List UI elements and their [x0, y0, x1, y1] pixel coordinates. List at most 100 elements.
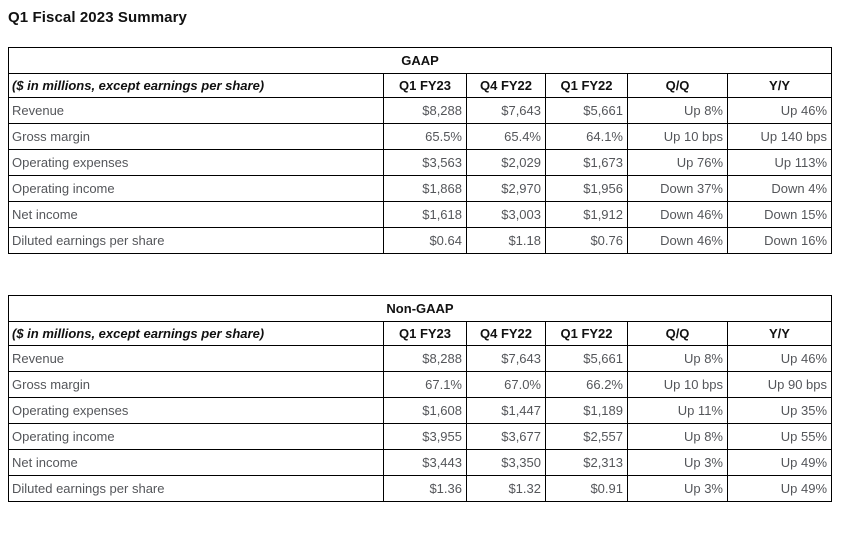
value-cell: Up 90 bps [726, 371, 833, 398]
column-header: Q/Q [627, 73, 728, 98]
value-cell: Up 10 bps [627, 371, 728, 398]
non-gaap-table: Non-GAAP ($ in millions, except earnings… [7, 295, 833, 502]
column-header-row: ($ in millions, except earnings per shar… [8, 321, 833, 346]
value-cell: $8,288 [383, 97, 467, 124]
column-header: Q1 FY22 [545, 73, 628, 98]
gaap-table: GAAP ($ in millions, except earnings per… [7, 47, 833, 254]
table-row: Diluted earnings per share $0.64 $1.18 $0.7… [8, 227, 833, 254]
group-header-row: GAAP [7, 47, 833, 74]
non-gaap-table-body: Revenue $8,288 $7,643 $5,661 Up 8% Up 46% Gros… [8, 345, 833, 502]
row-label: Revenue [8, 345, 384, 372]
row-label: Operating income [8, 423, 384, 450]
value-cell: $3,955 [383, 423, 467, 450]
value-cell: Up 46% [726, 345, 833, 372]
value-cell: Up 46% [726, 97, 833, 124]
table-row: Gross margin 65.5% 65.4% 64.1% Up 10 bps Up 1… [8, 123, 833, 150]
table-row: Gross margin 67.1% 67.0% 66.2% Up 10 bps Up 9… [8, 371, 833, 398]
table-row: Revenue $8,288 $7,643 $5,661 Up 8% Up 46% [8, 97, 833, 124]
value-cell: 66.2% [545, 371, 628, 398]
value-cell: $7,643 [466, 345, 546, 372]
page-title: Q1 Fiscal 2023 Summary [8, 9, 187, 26]
row-label: Gross margin [8, 371, 384, 398]
column-header: Q1 FY22 [545, 321, 628, 346]
value-cell: $3,350 [466, 449, 546, 476]
unit-note: ($ in millions, except earnings per shar… [8, 73, 384, 98]
table-group-header: Non-GAAP [7, 295, 833, 322]
row-label: Revenue [8, 97, 384, 124]
group-header-row: Non-GAAP [7, 295, 833, 322]
table-row: Diluted earnings per share $1.36 $1.32 $0.9… [8, 475, 833, 502]
value-cell: $2,029 [466, 149, 546, 176]
value-cell: Up 140 bps [726, 123, 833, 150]
value-cell: $1,618 [383, 201, 467, 228]
column-header: Q4 FY22 [466, 73, 546, 98]
value-cell: Down 4% [726, 175, 833, 202]
value-cell: 65.4% [466, 123, 546, 150]
table-row: Operating expenses $3,563 $2,029 $1,673 Up 7… [8, 149, 833, 176]
table-row: Revenue $8,288 $7,643 $5,661 Up 8% Up 46% [8, 345, 833, 372]
value-cell: Up 8% [627, 97, 728, 124]
value-cell: Up 49% [726, 449, 833, 476]
table-row: Operating income $1,868 $2,970 $1,956 Down 3… [8, 175, 833, 202]
value-cell: Down 37% [627, 175, 728, 202]
value-cell: 65.5% [383, 123, 467, 150]
value-cell: 67.1% [383, 371, 467, 398]
row-label: Net income [8, 449, 384, 476]
column-header: Q/Q [627, 321, 728, 346]
value-cell: Down 15% [726, 201, 833, 228]
value-cell: Down 16% [726, 227, 833, 254]
value-cell: $1.18 [466, 227, 546, 254]
column-header: Q1 FY23 [383, 321, 467, 346]
value-cell: $1,608 [383, 397, 467, 424]
value-cell: Up 3% [627, 475, 728, 502]
value-cell: $0.76 [545, 227, 628, 254]
value-cell: Up 8% [627, 423, 728, 450]
value-cell: $0.64 [383, 227, 467, 254]
unit-note: ($ in millions, except earnings per shar… [8, 321, 384, 346]
table-row: Net income $3,443 $3,350 $2,313 Up 3% Up 49% [8, 449, 833, 476]
value-cell: $1,912 [545, 201, 628, 228]
value-cell: $8,288 [383, 345, 467, 372]
value-cell: $2,970 [466, 175, 546, 202]
column-header: Y/Y [726, 73, 833, 98]
value-cell: $1,956 [545, 175, 628, 202]
value-cell: Up 3% [627, 449, 728, 476]
column-header-row: ($ in millions, except earnings per shar… [8, 73, 833, 98]
row-label: Diluted earnings per share [8, 227, 384, 254]
value-cell: $3,677 [466, 423, 546, 450]
value-cell: $3,443 [383, 449, 467, 476]
value-cell: $5,661 [545, 345, 628, 372]
table-row: Net income $1,618 $3,003 $1,912 Down 46% Down… [8, 201, 833, 228]
table-row: Operating expenses $1,608 $1,447 $1,189 Up 1… [8, 397, 833, 424]
value-cell: Up 11% [627, 397, 728, 424]
value-cell: Down 46% [627, 227, 728, 254]
row-label: Net income [8, 201, 384, 228]
value-cell: $1,189 [545, 397, 628, 424]
row-label: Operating expenses [8, 397, 384, 424]
gaap-table-body: Revenue $8,288 $7,643 $5,661 Up 8% Up 46% Gros… [8, 97, 833, 254]
value-cell: $1,868 [383, 175, 467, 202]
value-cell: $3,003 [466, 201, 546, 228]
row-label: Operating expenses [8, 149, 384, 176]
value-cell: Up 76% [627, 149, 728, 176]
value-cell: $2,313 [545, 449, 628, 476]
row-label: Diluted earnings per share [8, 475, 384, 502]
column-header: Q1 FY23 [383, 73, 467, 98]
value-cell: $1.36 [383, 475, 467, 502]
value-cell: $2,557 [545, 423, 628, 450]
value-cell: $1.32 [466, 475, 546, 502]
table-row: Operating income $3,955 $3,677 $2,557 Up 8% U… [8, 423, 833, 450]
value-cell: $3,563 [383, 149, 467, 176]
column-header: Q4 FY22 [466, 321, 546, 346]
row-label: Gross margin [8, 123, 384, 150]
value-cell: $0.91 [545, 475, 628, 502]
column-header: Y/Y [726, 321, 833, 346]
value-cell: $1,673 [545, 149, 628, 176]
value-cell: 64.1% [545, 123, 628, 150]
value-cell: Up 113% [726, 149, 833, 176]
value-cell: Up 35% [726, 397, 833, 424]
value-cell: 67.0% [466, 371, 546, 398]
value-cell: Down 46% [627, 201, 728, 228]
value-cell: Up 49% [726, 475, 833, 502]
